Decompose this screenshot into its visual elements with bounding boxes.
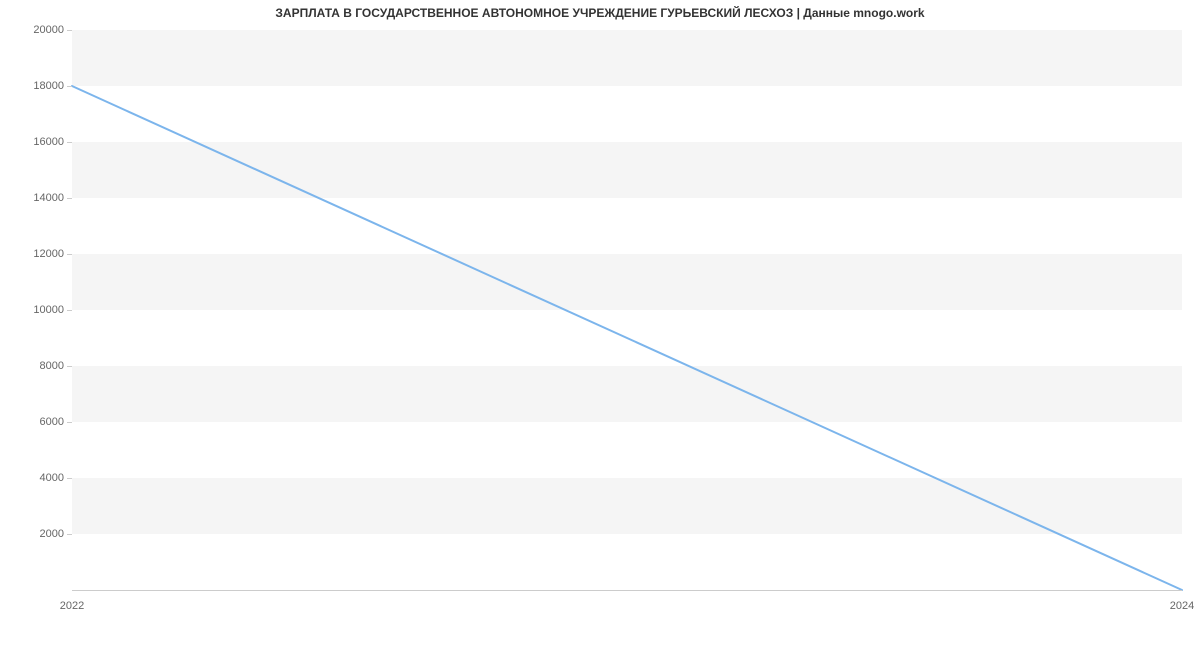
- y-tick-mark: [67, 366, 72, 367]
- y-tick-mark: [67, 478, 72, 479]
- y-tick-mark: [67, 422, 72, 423]
- y-tick-label: 16000: [12, 136, 64, 148]
- y-tick-label: 12000: [12, 248, 64, 260]
- chart-title: ЗАРПЛАТА В ГОСУДАРСТВЕННОЕ АВТОНОМНОЕ УЧ…: [0, 6, 1200, 20]
- plot-area: 2000400060008000100001200014000160001800…: [72, 30, 1182, 590]
- x-axis-line: [72, 590, 1182, 591]
- series-line: [72, 86, 1182, 590]
- y-tick-label: 14000: [12, 192, 64, 204]
- y-tick-mark: [67, 254, 72, 255]
- y-tick-mark: [67, 310, 72, 311]
- y-tick-label: 10000: [12, 304, 64, 316]
- y-tick-label: 6000: [12, 416, 64, 428]
- y-tick-label: 4000: [12, 472, 64, 484]
- y-tick-mark: [67, 142, 72, 143]
- line-series: [72, 30, 1182, 590]
- y-tick-label: 8000: [12, 360, 64, 372]
- y-tick-mark: [67, 534, 72, 535]
- y-tick-mark: [67, 30, 72, 31]
- x-tick-label: 2024: [1170, 600, 1194, 612]
- y-tick-label: 2000: [12, 528, 64, 540]
- y-tick-mark: [67, 86, 72, 87]
- y-tick-label: 20000: [12, 24, 64, 36]
- salary-line-chart: ЗАРПЛАТА В ГОСУДАРСТВЕННОЕ АВТОНОМНОЕ УЧ…: [0, 0, 1200, 650]
- y-tick-label: 18000: [12, 80, 64, 92]
- x-tick-label: 2022: [60, 600, 84, 612]
- y-tick-mark: [67, 198, 72, 199]
